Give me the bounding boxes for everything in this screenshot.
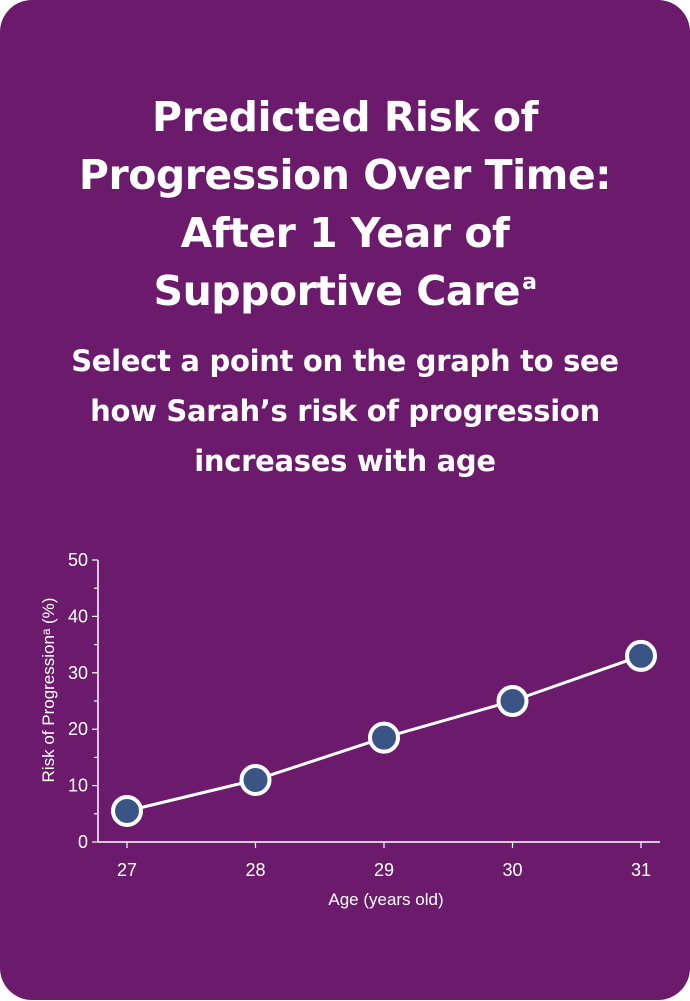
- data-point-age-27[interactable]: [111, 794, 143, 827]
- data-point-age-29[interactable]: [368, 721, 400, 754]
- y-tick-label: 0: [78, 832, 88, 852]
- x-tick-label: 29: [374, 860, 394, 880]
- chart-title: Predicted Risk of Progression Over Time:…: [60, 88, 630, 320]
- y-tick-label: 40: [68, 606, 88, 626]
- x-tick-label: 31: [631, 860, 651, 880]
- y-tick-label: 30: [68, 663, 88, 683]
- y-tick-label: 10: [68, 776, 88, 796]
- data-point-age-31[interactable]: [625, 639, 657, 672]
- y-axis-title: Risk of Progressionᵃ (%): [39, 598, 58, 783]
- chart-instructions: Select a point on the graph to see how S…: [71, 344, 619, 478]
- x-axis-title: Age (years old): [328, 890, 443, 909]
- chart-title-text: Predicted Risk of Progression Over Time:…: [78, 93, 612, 315]
- chart-axes: [97, 560, 660, 843]
- y-tick-label: 50: [68, 550, 88, 570]
- x-tick-label: 27: [117, 860, 137, 880]
- chart-ticks: 0 10 20 30 40 50 27 28 29 30 31: [68, 550, 651, 880]
- data-point-age-28[interactable]: [239, 763, 272, 796]
- y-tick-label: 20: [68, 719, 88, 739]
- chart-title-footnote-marker: a: [522, 270, 537, 295]
- x-tick-label: 30: [502, 860, 522, 880]
- chart-series: [111, 639, 657, 827]
- x-tick-label: 28: [245, 860, 265, 880]
- data-point-age-30[interactable]: [496, 685, 529, 717]
